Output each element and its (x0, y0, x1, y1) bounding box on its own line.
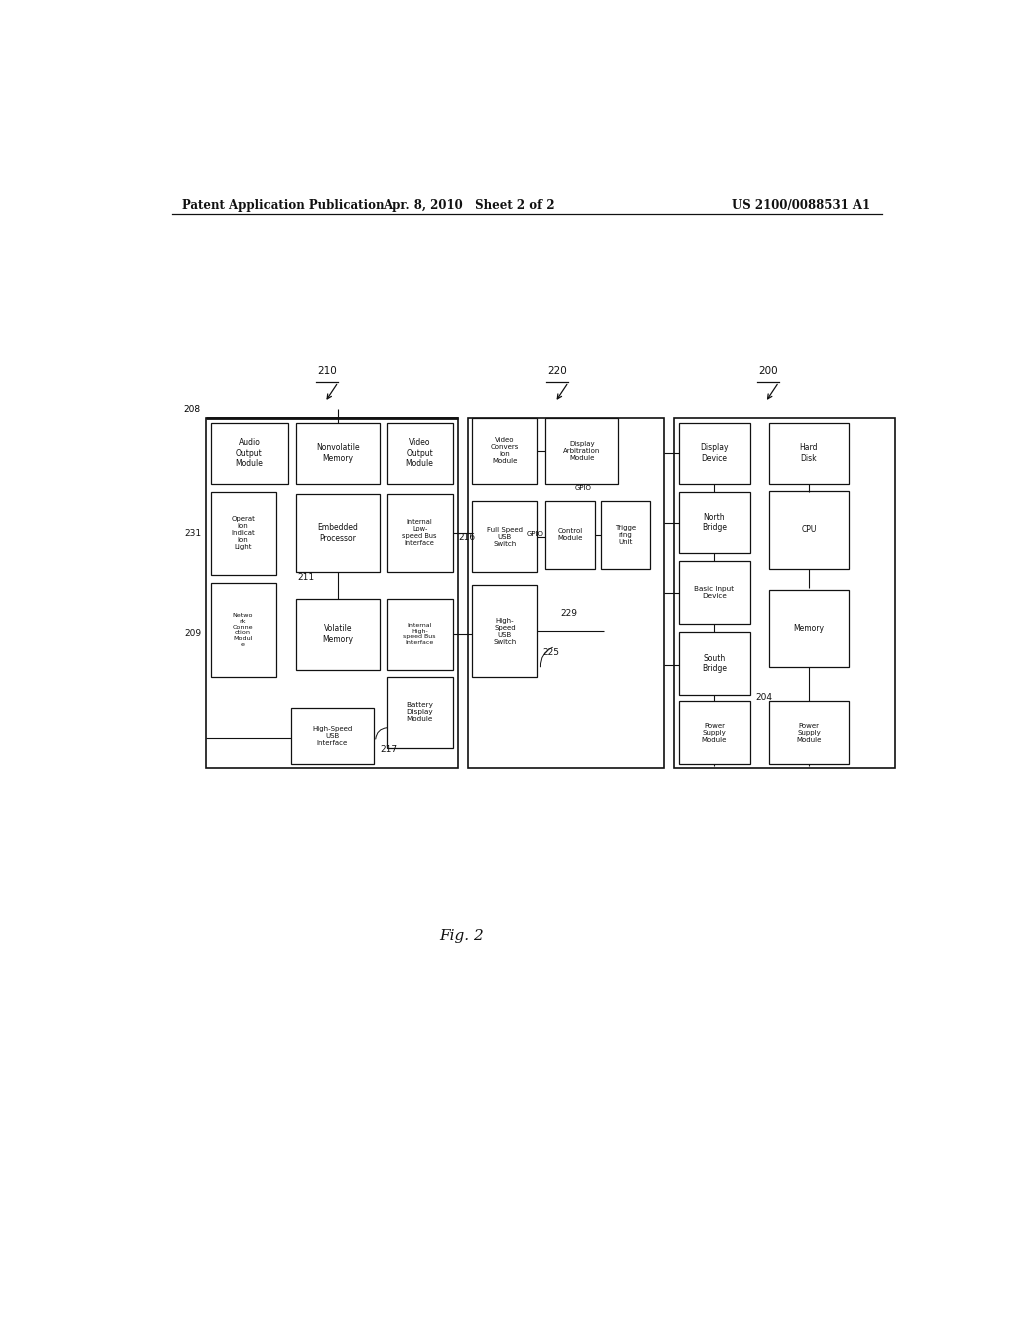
Text: Volatile
Memory: Volatile Memory (323, 624, 353, 644)
Text: 220: 220 (548, 366, 567, 376)
Text: Patent Application Publication: Patent Application Publication (182, 198, 384, 211)
Text: North
Bridge: North Bridge (702, 512, 727, 532)
Text: 209: 209 (184, 628, 201, 638)
Bar (769, 491, 849, 569)
Text: Embedded
Processor: Embedded Processor (317, 523, 358, 543)
Text: GPIO: GPIO (526, 532, 544, 537)
Text: 225: 225 (543, 648, 559, 657)
Text: Internal
Low-
speed Bus
Interface: Internal Low- speed Bus Interface (402, 520, 437, 546)
Bar (769, 590, 849, 667)
Text: High-
Speed
USB
Switch: High- Speed USB Switch (494, 618, 516, 644)
Text: Basic Input
Device: Basic Input Device (694, 586, 734, 599)
Bar (472, 585, 538, 677)
Bar (291, 709, 374, 764)
Bar (387, 422, 453, 483)
Text: Fig. 2: Fig. 2 (439, 929, 483, 942)
Text: Operat
ion
Indicat
ion
Light: Operat ion Indicat ion Light (231, 516, 255, 550)
Bar (679, 632, 751, 696)
Bar (387, 598, 453, 669)
Bar (387, 677, 453, 748)
Text: Video
Output
Module: Video Output Module (406, 438, 433, 469)
Text: CPU: CPU (801, 525, 816, 535)
Bar (296, 422, 380, 483)
Text: 211: 211 (298, 573, 315, 582)
Text: South
Bridge: South Bridge (702, 653, 727, 673)
Text: 229: 229 (560, 610, 578, 618)
Text: 200: 200 (758, 366, 777, 376)
Bar (296, 598, 380, 669)
Bar (769, 701, 849, 764)
Text: Power
Supply
Module: Power Supply Module (701, 722, 727, 743)
Bar (546, 500, 595, 569)
Text: 210: 210 (317, 366, 337, 376)
Text: Full Speed
USB
Switch: Full Speed USB Switch (487, 527, 523, 546)
Text: Video
Convers
ion
Module: Video Convers ion Module (490, 437, 519, 465)
Text: US 2100/0088531 A1: US 2100/0088531 A1 (732, 198, 870, 211)
Text: Nonvolatile
Memory: Nonvolatile Memory (316, 444, 359, 463)
Bar (468, 417, 665, 768)
Text: Memory: Memory (794, 624, 824, 634)
Text: GPIO: GPIO (574, 484, 591, 491)
Bar (546, 417, 618, 483)
Text: 231: 231 (184, 529, 201, 539)
Bar (679, 561, 751, 624)
Text: High-Speed
USB
Interface: High-Speed USB Interface (312, 726, 352, 746)
Bar (387, 494, 453, 572)
Bar (211, 422, 289, 483)
Text: Control
Module: Control Module (557, 528, 583, 541)
Bar (206, 417, 458, 768)
Text: 208: 208 (183, 404, 201, 413)
Text: 217: 217 (380, 746, 397, 755)
Bar (769, 422, 849, 483)
Bar (679, 492, 751, 553)
Text: Trigge
ring
Unit: Trigge ring Unit (615, 525, 636, 545)
Bar (211, 583, 275, 677)
Bar (674, 417, 895, 768)
Text: Display
Device: Display Device (700, 444, 729, 463)
Text: Audio
Output
Module: Audio Output Module (236, 438, 263, 469)
Text: Internal
High-
speed Bus
Interface: Internal High- speed Bus Interface (403, 623, 436, 645)
Bar (296, 494, 380, 572)
Bar (679, 422, 751, 483)
Bar (472, 417, 538, 483)
Bar (472, 500, 538, 572)
Text: Apr. 8, 2010   Sheet 2 of 2: Apr. 8, 2010 Sheet 2 of 2 (383, 198, 555, 211)
Bar (601, 500, 650, 569)
Text: 216: 216 (458, 533, 475, 543)
Text: Power
Supply
Module: Power Supply Module (797, 722, 821, 743)
Bar (679, 701, 751, 764)
Text: Netwo
rk
Conne
ction
Modul
e: Netwo rk Conne ction Modul e (232, 612, 253, 647)
Bar (211, 492, 275, 576)
Text: Hard
Disk: Hard Disk (800, 444, 818, 463)
Text: 204: 204 (755, 693, 772, 702)
Text: Display
Arbitration
Module: Display Arbitration Module (563, 441, 601, 461)
Text: Battery
Display
Module: Battery Display Module (407, 702, 433, 722)
